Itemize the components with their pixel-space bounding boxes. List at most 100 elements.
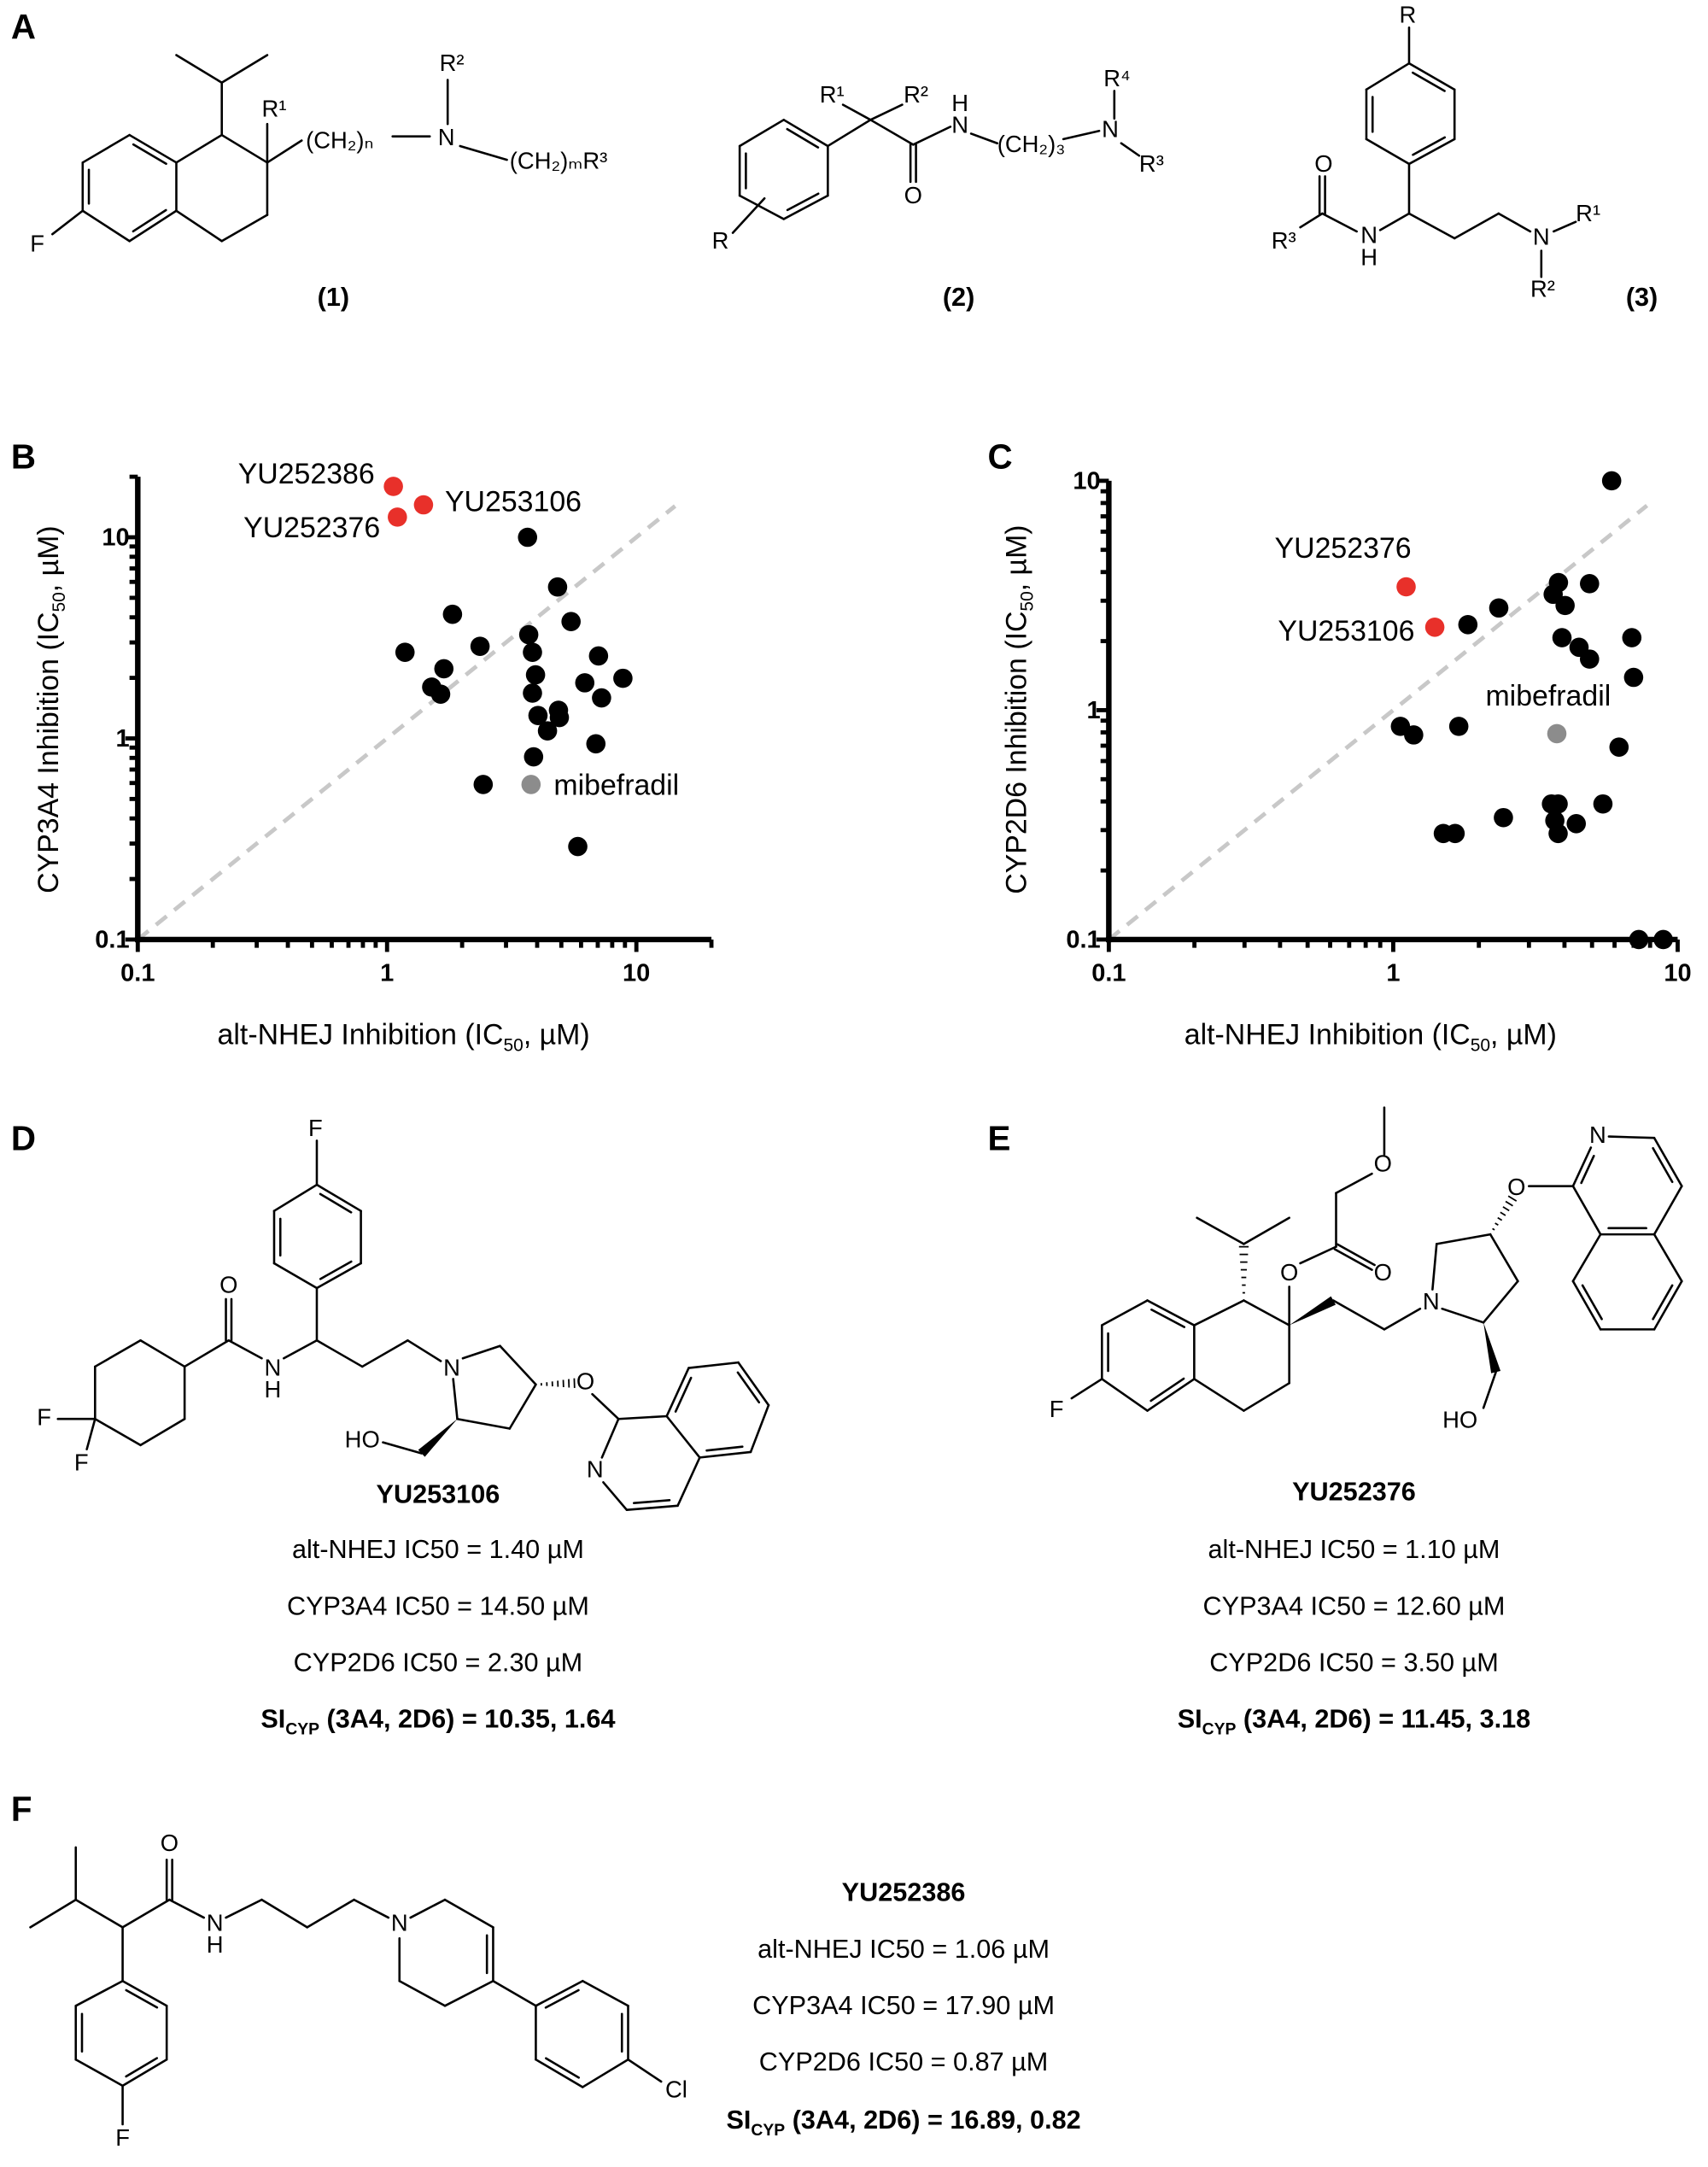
bond xyxy=(1482,1280,1519,1324)
bond xyxy=(306,1898,355,1929)
bond xyxy=(782,119,829,148)
bond xyxy=(782,194,829,220)
mibefradil-point xyxy=(521,775,541,794)
cyp2d6-ic50: CYP2D6 IC50 = 2.30 µM xyxy=(294,1648,583,1677)
bond xyxy=(220,54,269,85)
data-point xyxy=(1404,725,1424,745)
atom-label: N xyxy=(1102,115,1119,142)
x-tick-label: 10 xyxy=(623,959,650,987)
data-point xyxy=(592,688,611,708)
bond xyxy=(1101,1299,1149,1327)
data-point xyxy=(1593,794,1613,814)
hash-bond xyxy=(1497,1216,1503,1221)
bond-inner xyxy=(1412,136,1447,156)
atom-label: N xyxy=(438,124,455,150)
bond xyxy=(1441,1307,1485,1324)
data-point xyxy=(442,604,463,624)
bond xyxy=(1652,1185,1683,1236)
data-point xyxy=(525,665,546,685)
bond xyxy=(869,119,915,146)
y-tick-label: 10 xyxy=(1073,468,1100,495)
atom-label: (CH₂)ₙ xyxy=(306,126,373,153)
bond xyxy=(1193,1378,1245,1412)
bond xyxy=(1333,1248,1373,1271)
bond xyxy=(1335,1172,1373,1195)
bond xyxy=(1321,212,1358,233)
bond xyxy=(74,1898,124,1929)
data-point xyxy=(1489,598,1509,618)
bond xyxy=(738,194,786,220)
bond xyxy=(315,1183,362,1212)
bond xyxy=(1607,1135,1656,1139)
data-point xyxy=(1580,649,1600,669)
bond xyxy=(581,1979,629,2007)
bond-inner xyxy=(1581,1284,1603,1321)
chart-c-cyp2d6-vs-altnhej: CYP2D6 Inhibition (IC50, µM) alt-NHEJ In… xyxy=(1001,468,1692,1056)
bond xyxy=(85,1417,97,1450)
atom-label: (CH₂)₃ xyxy=(997,131,1066,157)
data-point xyxy=(395,642,415,662)
bond xyxy=(452,1378,459,1420)
bond-inner xyxy=(786,192,820,212)
atom-label: H xyxy=(207,1931,224,1958)
bond xyxy=(315,1339,364,1368)
data-point xyxy=(470,636,490,656)
bond xyxy=(443,1898,494,1929)
atom-label: H xyxy=(951,90,968,116)
bond-inner xyxy=(319,1260,353,1280)
bond xyxy=(1378,212,1411,231)
structure-yu253106: F O N H N F F O HO N xyxy=(37,1115,603,1483)
bond xyxy=(749,1403,770,1454)
bond xyxy=(1243,1382,1290,1412)
bond xyxy=(602,1481,629,1511)
bond xyxy=(1331,1299,1386,1331)
atom-label: N xyxy=(1589,1122,1606,1148)
bond xyxy=(282,1339,319,1360)
hash-bond xyxy=(1507,1195,1518,1202)
x-tick-label: 1 xyxy=(1386,959,1400,987)
atom-label: (CH₂)ₘR³ xyxy=(510,148,607,174)
bond xyxy=(1652,1233,1683,1283)
point-label-mibefradil: mibefradil xyxy=(553,770,679,802)
bond-inner xyxy=(1150,1309,1186,1328)
atom-label: H xyxy=(264,1376,281,1403)
bond-inner xyxy=(1652,1146,1674,1184)
bond xyxy=(409,1898,447,1919)
bond xyxy=(1365,61,1411,91)
bond xyxy=(591,1392,620,1420)
data-point xyxy=(575,673,595,693)
panel-label-d: D xyxy=(11,1119,36,1158)
bond-inner xyxy=(132,208,167,233)
y-tick-label: 10 xyxy=(102,524,129,552)
atom-label: F xyxy=(30,230,44,256)
bond xyxy=(1146,1378,1196,1412)
bond xyxy=(687,1361,740,1369)
bond xyxy=(461,1344,501,1360)
data-point xyxy=(1623,667,1644,688)
y-tick-label: 1 xyxy=(1087,697,1101,724)
data-point xyxy=(1609,737,1629,757)
bond xyxy=(1431,1243,1438,1291)
data-point xyxy=(588,646,609,666)
atom-label: R³ xyxy=(1139,150,1164,177)
bond-inner xyxy=(132,143,167,166)
bond xyxy=(731,196,766,234)
bond xyxy=(1652,1136,1683,1187)
bond xyxy=(121,1979,168,2007)
panel-label-a: A xyxy=(11,7,36,46)
structure-number: (2) xyxy=(943,283,974,312)
structure-3-bonds xyxy=(1299,26,1577,278)
data-point xyxy=(434,659,454,679)
bond xyxy=(183,1339,231,1368)
bond xyxy=(168,1898,206,1919)
data-point xyxy=(613,668,633,688)
bond-inner xyxy=(545,2057,581,2079)
bond xyxy=(1407,212,1456,240)
data-point xyxy=(1622,628,1642,647)
alt-nhej-ic50: alt-NHEJ IC50 = 1.40 µM xyxy=(292,1535,584,1564)
x-axis-title: alt-NHEJ Inhibition (IC50, µM) xyxy=(1184,1019,1557,1056)
bond xyxy=(128,133,178,164)
atom-label: R² xyxy=(1530,276,1555,302)
bond-inner xyxy=(544,1988,580,2009)
